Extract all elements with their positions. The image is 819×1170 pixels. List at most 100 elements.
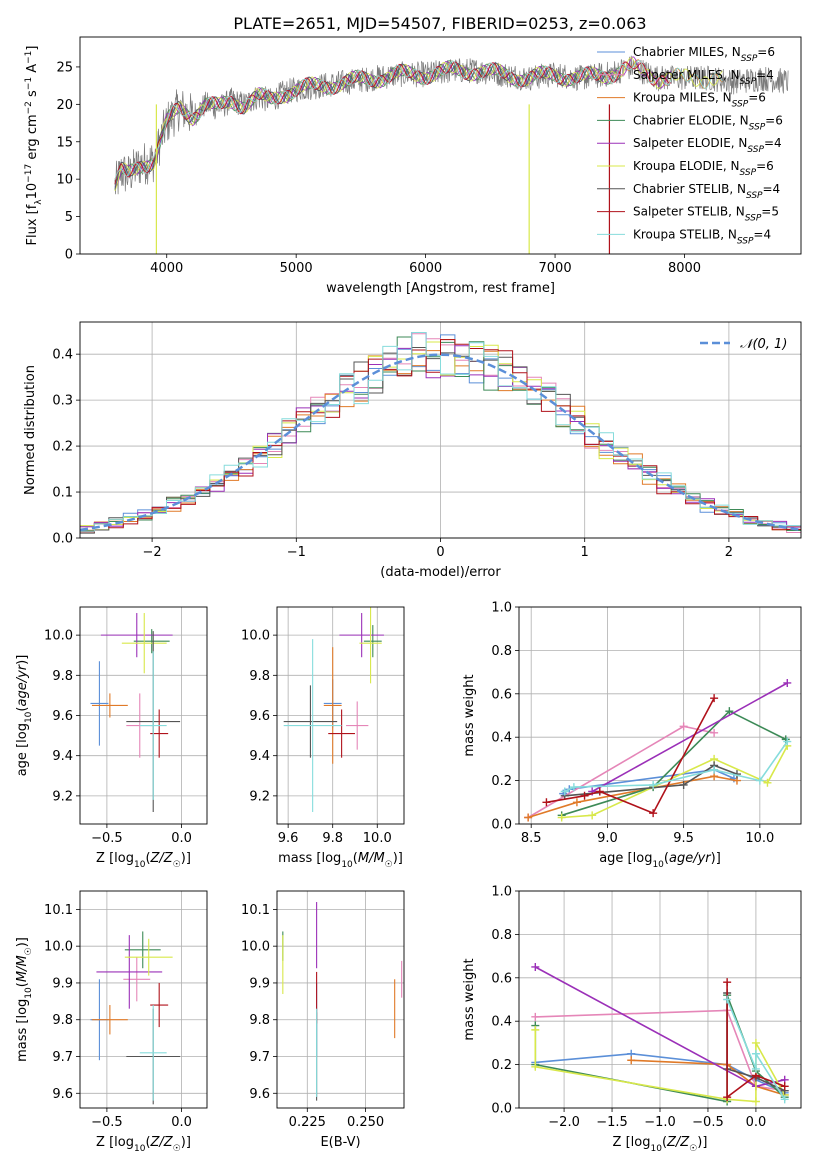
weight-point-marker bbox=[783, 678, 792, 687]
x-tick-label: 9.8 bbox=[322, 831, 343, 846]
model-spectrum-line bbox=[114, 61, 672, 185]
label-part: =4 bbox=[763, 182, 781, 196]
label-part: M/M bbox=[15, 955, 30, 982]
y-tick-label: 9.8 bbox=[249, 1013, 270, 1028]
weight-point-marker bbox=[763, 778, 772, 787]
weight-point-marker bbox=[780, 1095, 789, 1104]
weight-series-line bbox=[564, 741, 788, 793]
x-tick-label: 0.250 bbox=[347, 1115, 384, 1130]
weight-point-marker bbox=[679, 780, 688, 789]
plot-area bbox=[524, 678, 792, 822]
panel-Z_weight: −2.0 −1.5 −1.0 −0.5 0.0 0.0 0.2 0.4 0.6 0.8 1.0 Z [… bbox=[462, 885, 802, 1154]
y-tick-label: 10.0 bbox=[44, 940, 73, 955]
x-tick-label: −2.0 bbox=[548, 1115, 580, 1130]
y-tick-label: 1.0 bbox=[491, 885, 512, 900]
x-tick-label: 8000 bbox=[668, 261, 701, 276]
label-part: ] bbox=[25, 46, 40, 51]
x-tick-label: 1 bbox=[581, 545, 589, 560]
label-part: erg cm bbox=[25, 114, 40, 163]
label-part: Kroupa ELODIE, N bbox=[633, 159, 740, 173]
y-tick-label: 0.1 bbox=[52, 486, 73, 501]
weight-point-marker bbox=[588, 811, 597, 820]
label-part: =5 bbox=[761, 205, 779, 219]
y-tick-label: 25 bbox=[56, 60, 73, 75]
x-tick-label: 4000 bbox=[150, 261, 183, 276]
weight-point-marker bbox=[723, 978, 732, 987]
y-tick-label: 0.3 bbox=[52, 394, 73, 409]
y-tick-label: 0.8 bbox=[491, 644, 512, 659]
label-part: −2 bbox=[24, 101, 34, 114]
panel-mass_age: 9.6 9.8 10.0 9.2 9.4 9.6 9.8 10.0 mass [log10(M/… bbox=[241, 606, 405, 870]
label-part: =6 bbox=[757, 45, 775, 59]
label-part: Salpeter STELIB, N bbox=[633, 205, 745, 219]
x-tick-label: 0.225 bbox=[289, 1115, 326, 1130]
label-part: Kroupa MILES, N bbox=[633, 91, 732, 105]
y-tick-label: 15 bbox=[56, 135, 73, 150]
x-axis-label: age [log10(age/yr)] bbox=[599, 851, 721, 870]
weight-series-line bbox=[591, 682, 788, 793]
plot-area bbox=[90, 931, 181, 1105]
label-part: SSP bbox=[741, 54, 758, 64]
label-part: ( bbox=[145, 851, 150, 866]
label-part: 10 bbox=[134, 1144, 146, 1154]
x-tick-label: −2 bbox=[143, 545, 162, 560]
histogram-series bbox=[80, 332, 801, 528]
x-tick-label: −0.5 bbox=[692, 1115, 724, 1130]
x-tick-label: −0.5 bbox=[91, 831, 123, 846]
y-tick-label: 0.0 bbox=[491, 1102, 512, 1117]
y-tick-label: 0.4 bbox=[491, 1015, 512, 1030]
label-part: M/M bbox=[358, 851, 385, 866]
weight-point-marker bbox=[542, 798, 551, 807]
plot-area bbox=[283, 607, 384, 812]
weight-point-marker bbox=[751, 1097, 760, 1106]
y-tick-label: 9.9 bbox=[249, 976, 270, 991]
x-tick-label: −1.5 bbox=[596, 1115, 628, 1130]
label-part: Chabrier MILES, N bbox=[633, 45, 741, 59]
label-part: ( bbox=[662, 1135, 667, 1150]
y-tick-label: 0.8 bbox=[491, 928, 512, 943]
label-part: SSP bbox=[740, 77, 757, 87]
weight-point-marker bbox=[531, 1062, 540, 1071]
label-part: =6 bbox=[748, 91, 766, 105]
y-tick-label: 9.2 bbox=[52, 789, 73, 804]
model-spectrum-line bbox=[114, 60, 723, 180]
label-part: Z [log bbox=[96, 1135, 134, 1150]
label-part: )] bbox=[697, 1135, 707, 1150]
y-tick-label: 9.6 bbox=[249, 1087, 270, 1102]
y-axis-label: mass [log10(M/M☉)] bbox=[15, 937, 34, 1062]
label-part: )] bbox=[181, 1135, 191, 1150]
weight-series-line bbox=[726, 999, 786, 1100]
x-tick-label: 9.5 bbox=[673, 831, 694, 846]
panel-Z_age: −0.5 0.09.29.49.69.810.0Z [log10(Z/Z☉)]ag… bbox=[15, 606, 208, 870]
y-axis-label: age [log10(age/yr)] bbox=[15, 655, 34, 777]
y-axis-label: Flux [fλ10−17 erg cm−2 s−1 A−1] bbox=[24, 46, 44, 246]
weight-point-marker bbox=[531, 962, 540, 971]
x-axis-label: mass [log10(M/M☉)] bbox=[278, 851, 403, 870]
label-part: SSP bbox=[745, 214, 762, 224]
label-part: =4 bbox=[764, 136, 782, 150]
label-part: =4 bbox=[753, 227, 771, 241]
y-tick-label: 0.4 bbox=[52, 348, 73, 363]
axes-frame bbox=[79, 606, 208, 825]
y-tick-label: 10.0 bbox=[44, 629, 73, 644]
y-tick-label: 0.2 bbox=[491, 1058, 512, 1073]
label-part: Z/Z bbox=[150, 1135, 174, 1150]
weight-point-marker bbox=[783, 737, 792, 746]
y-tick-label: 0.4 bbox=[491, 731, 512, 746]
legend-entry: Kroupa STELIB, NSSP=4 bbox=[633, 227, 771, 246]
label-part: −1 bbox=[24, 51, 34, 64]
label-part: 10 bbox=[652, 860, 664, 870]
legend-entry: Chabrier ELODIE, NSSP=6 bbox=[633, 113, 783, 132]
weight-point-marker bbox=[710, 765, 719, 774]
label-part: ( bbox=[145, 1135, 150, 1150]
weight-series-line bbox=[631, 1059, 785, 1096]
label-part: Salpeter MILES, N bbox=[633, 68, 740, 82]
legend-entry: Salpeter ELODIE, NSSP=4 bbox=[633, 136, 782, 155]
x-tick-label: 0 bbox=[436, 545, 444, 560]
weight-series-line bbox=[561, 745, 789, 819]
panel-spectrum: 4000 5000 6000 7000 8000 0 5 10 15 20 25 wavelength… bbox=[24, 36, 802, 296]
label-part: SSP bbox=[747, 145, 764, 155]
label-part: ☉ bbox=[385, 860, 393, 870]
label-part: 10 bbox=[24, 987, 34, 999]
x-tick-label: 0.0 bbox=[171, 831, 192, 846]
